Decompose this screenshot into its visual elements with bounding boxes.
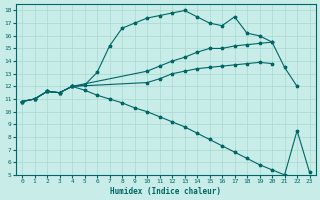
X-axis label: Humidex (Indice chaleur): Humidex (Indice chaleur) (110, 187, 221, 196)
